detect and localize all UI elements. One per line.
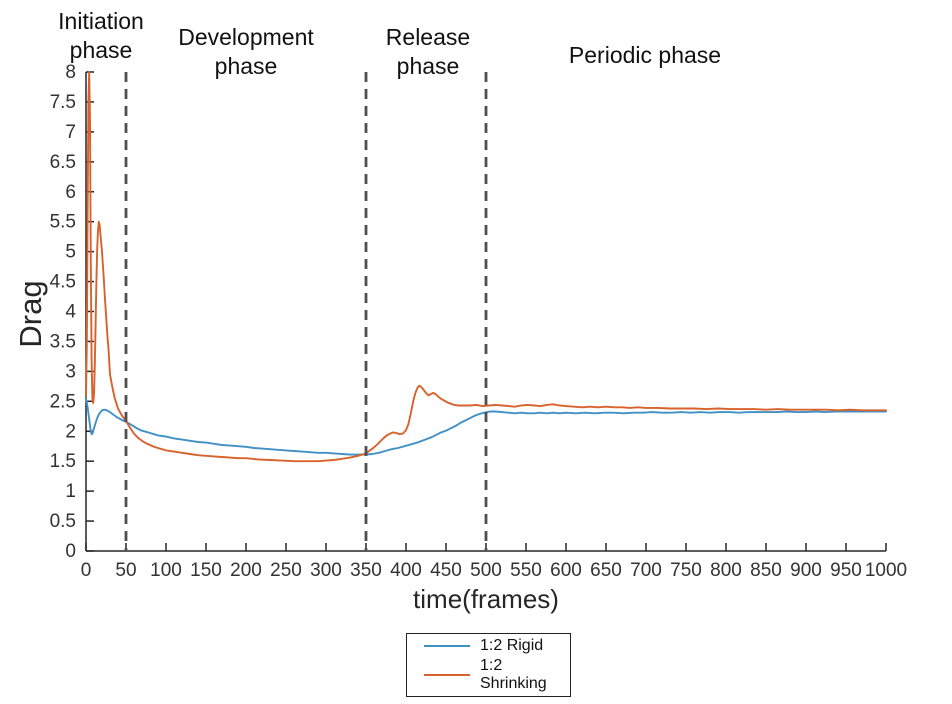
x-tick-label: 900 — [790, 560, 822, 581]
x-axis-label: time(frames) — [413, 584, 559, 614]
x-tick-label: 800 — [710, 560, 742, 581]
legend-item-rigid: 1:2 Rigid — [407, 637, 570, 655]
x-tick-label: 400 — [390, 560, 422, 581]
y-tick-label: 2.5 — [50, 391, 76, 412]
legend-line-swatch-shrinking — [424, 674, 470, 677]
y-tick-label: 3.5 — [50, 331, 76, 352]
x-tick-label: 650 — [590, 560, 622, 581]
x-tick-label: 50 — [115, 560, 136, 581]
series-line-1 — [85, 71, 887, 463]
y-tick-label: 1 — [65, 481, 76, 502]
x-tick-label: 1000 — [865, 560, 907, 581]
x-tick-label: 750 — [670, 560, 702, 581]
x-tick-label: 0 — [81, 560, 92, 581]
x-tick-label: 450 — [430, 560, 462, 581]
x-tick-label: 950 — [830, 560, 862, 581]
legend-item-shrinking: 1:2 Shrinking — [407, 657, 570, 693]
y-tick-label: 5 — [65, 242, 76, 263]
annotation-periodic-phase: Periodic phase — [568, 42, 722, 68]
y-tick-label: 1.5 — [50, 451, 76, 472]
x-tick-label: 150 — [190, 560, 222, 581]
x-tick-label: 850 — [750, 560, 782, 581]
annotation-release-phase: Release phase — [385, 24, 471, 79]
y-tick-label: 5.5 — [50, 212, 76, 233]
y-tick-label: 7.5 — [50, 92, 76, 113]
annotation-initiation-phase: Initiation phase — [58, 8, 144, 63]
x-tick-label: 500 — [470, 560, 502, 581]
y-tick-label: 4.5 — [50, 272, 76, 293]
x-tick-label: 700 — [630, 560, 662, 581]
x-tick-label: 350 — [350, 560, 382, 581]
legend-label-shrinking: 1:2 Shrinking — [480, 657, 547, 693]
legend-box: 1:2 Rigid 1:2 Shrinking — [406, 633, 571, 697]
annotation-development-phase: Development phase — [178, 24, 314, 79]
y-tick-label: 0 — [65, 541, 76, 562]
y-tick-label: 4 — [65, 302, 76, 323]
y-tick-label: 0.5 — [50, 511, 76, 532]
x-tick-label: 100 — [150, 560, 182, 581]
y-tick-label: 2 — [65, 421, 76, 442]
legend-line-swatch-rigid — [424, 644, 470, 647]
x-tick-label: 600 — [550, 560, 582, 581]
y-tick-label: 6.5 — [50, 152, 76, 173]
legend-label-rigid: 1:2 Rigid — [480, 636, 544, 654]
series-line-0 — [85, 397, 887, 456]
x-tick-label: 300 — [310, 560, 342, 581]
y-tick-label: 7 — [65, 122, 76, 143]
x-tick-label: 200 — [230, 560, 262, 581]
x-tick-label: 550 — [510, 560, 542, 581]
y-tick-label: 6 — [65, 182, 76, 203]
y-tick-label: 8 — [65, 62, 76, 83]
y-tick-label: 3 — [65, 361, 76, 382]
x-tick-label: 250 — [270, 560, 302, 581]
y-axis-label: Drag — [13, 280, 48, 348]
